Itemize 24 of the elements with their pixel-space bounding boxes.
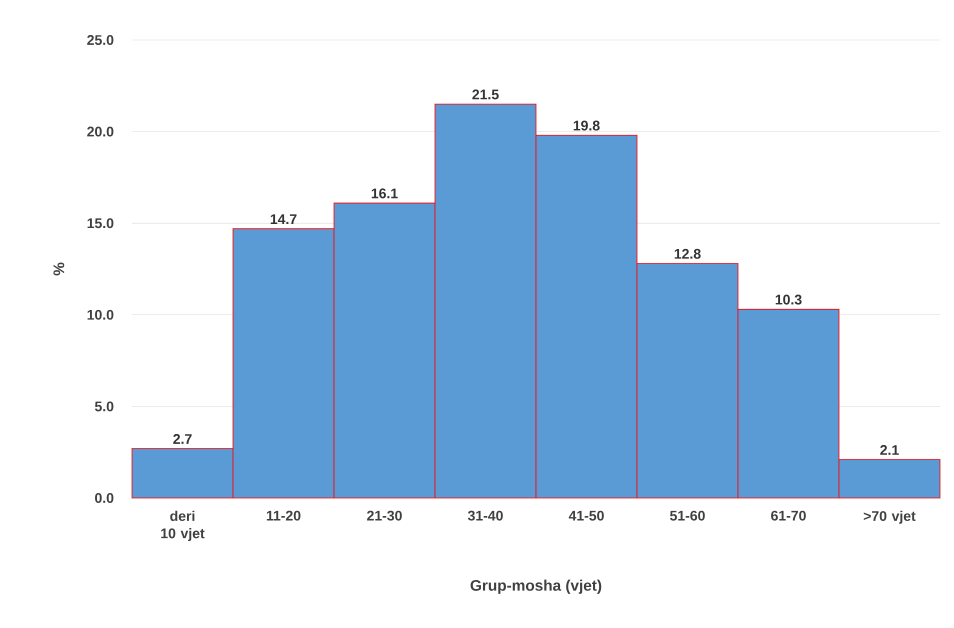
y-axis-title: % xyxy=(53,262,64,276)
x-tick-label: 61-70 xyxy=(771,510,806,521)
y-tick-label: 25.0 xyxy=(87,35,114,45)
data-label: 21.5 xyxy=(472,90,499,100)
y-tick-label: 20.0 xyxy=(87,126,114,137)
x-tick-label: 41-50 xyxy=(568,510,604,521)
y-tick-label: 5.0 xyxy=(94,401,114,412)
data-label: 19.8 xyxy=(574,120,600,131)
x-tick-label: 51-60 xyxy=(670,510,705,521)
x-tick-label: >70 vjet xyxy=(864,510,916,524)
data-label: 16.1 xyxy=(372,188,398,198)
y-tick-label: 10.0 xyxy=(88,310,114,320)
x-tick-label: deri 10 vjet xyxy=(161,510,205,542)
x-tick-label: 21-30 xyxy=(367,510,402,521)
x-axis-title: Grup-mosha (vjet) xyxy=(470,580,602,594)
data-label: 10.3 xyxy=(776,294,802,305)
data-label: 2.7 xyxy=(173,434,192,444)
x-tick-label: 31-40 xyxy=(468,510,503,521)
data-label: 2.1 xyxy=(880,445,899,455)
data-label: 14.7 xyxy=(270,214,297,224)
x-tick-label: 11-20 xyxy=(266,510,300,521)
y-tick-label: 0.0 xyxy=(95,493,114,503)
data-label: 12.8 xyxy=(674,248,701,259)
y-tick-label: 15.0 xyxy=(88,218,114,228)
